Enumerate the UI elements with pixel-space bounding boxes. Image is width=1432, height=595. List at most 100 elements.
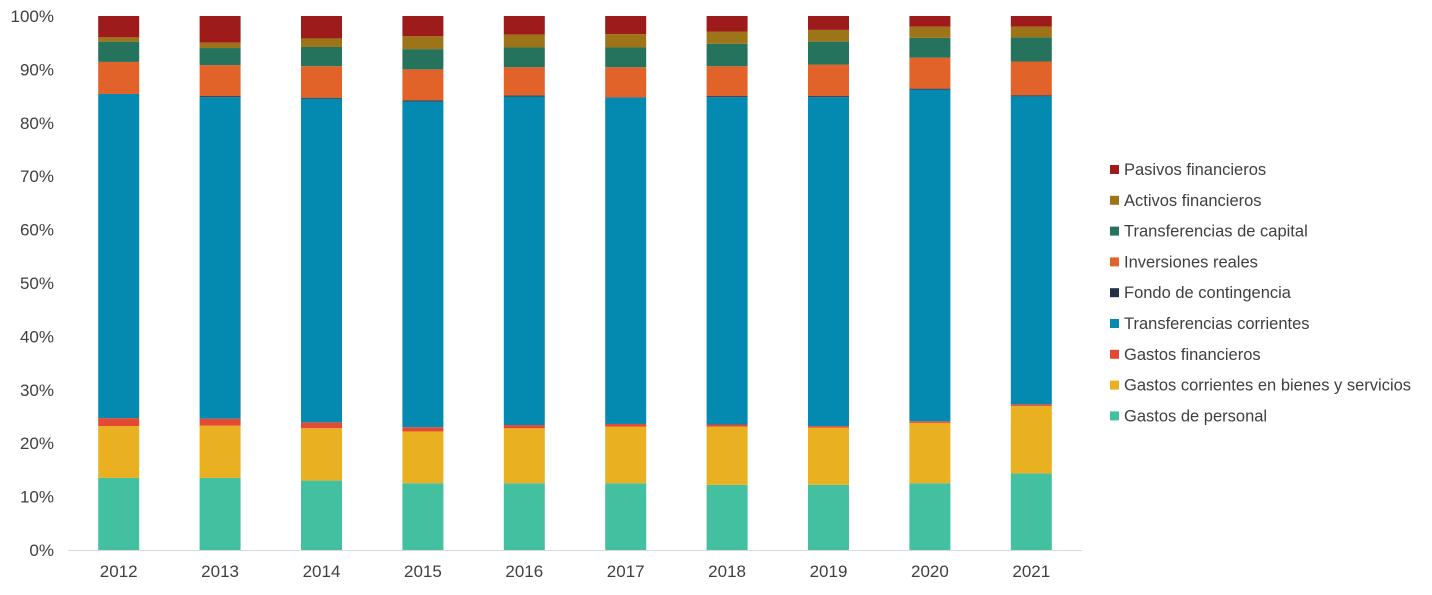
bar-segment-2012-0	[98, 477, 140, 550]
legend-swatch	[1110, 380, 1119, 390]
bar-segment-2019-6	[808, 41, 849, 65]
bar-segment-2015-3	[402, 101, 444, 428]
bar-segment-2014-1	[301, 428, 342, 481]
bar-segment-2021-3	[1010, 96, 1052, 405]
bars-layer	[98, 16, 1052, 550]
bar-segment-2014-4	[301, 97, 342, 99]
bar-segment-2017-1	[605, 426, 647, 484]
bar-segment-2017-5	[605, 67, 647, 98]
bar-segment-2012-5	[98, 61, 140, 94]
legend-label: Pasivos financieros	[1124, 161, 1266, 179]
x-tick-label: 2018	[708, 562, 746, 581]
x-tick-label: 2015	[404, 562, 442, 581]
bar-segment-2020-8	[909, 16, 951, 27]
bar-segment-2020-6	[909, 37, 951, 58]
x-tick-label: 2020	[911, 562, 949, 581]
bar-segment-2020-1	[909, 422, 951, 484]
bar-stack-2018	[706, 16, 748, 550]
bar-segment-2013-1	[199, 425, 241, 478]
legend-swatch	[1110, 349, 1119, 359]
legend-swatch	[1110, 319, 1119, 328]
legend-label: Fondo de contingencia	[1124, 284, 1292, 302]
bar-segment-2015-4	[402, 100, 444, 102]
bar-segment-2013-4	[199, 96, 241, 98]
bar-segment-2012-3	[98, 93, 140, 419]
bar-segment-2017-3	[605, 97, 647, 424]
bar-segment-2015-2	[402, 427, 444, 432]
bar-segment-2014-3	[301, 98, 342, 423]
bar-stack-2012	[98, 16, 140, 550]
bar-segment-2021-5	[1010, 61, 1052, 96]
bar-segment-2012-6	[98, 41, 140, 62]
bar-segment-2013-5	[199, 65, 241, 97]
bar-segment-2021-1	[1010, 405, 1052, 474]
bar-segment-2019-1	[808, 427, 849, 485]
legend-item: Gastos corrientes en bienes y servicios	[1110, 377, 1411, 395]
bar-segment-2021-6	[1010, 37, 1052, 62]
bar-segment-2012-7	[98, 37, 140, 42]
x-tick-label: 2021	[1012, 562, 1050, 581]
legend-swatch	[1110, 165, 1119, 174]
bar-segment-2013-2	[199, 418, 241, 426]
bar-segment-2018-7	[706, 31, 748, 44]
y-tick-label: 30%	[20, 381, 54, 400]
bar-segment-2012-2	[98, 418, 140, 427]
bar-segment-2018-2	[706, 424, 748, 427]
bar-segment-2013-8	[199, 16, 241, 43]
axes-layer: 2012 2013 2014 2015 2016 2017 2018 2019 2020 2021…	[11, 7, 1082, 581]
bar-segment-2020-5	[909, 57, 951, 89]
bar-segment-2016-1	[503, 428, 545, 484]
legend-item: Gastos financieros	[1110, 346, 1261, 364]
legend-swatch	[1110, 288, 1119, 298]
bar-segment-2012-8	[98, 16, 140, 38]
legend-swatch	[1110, 226, 1119, 236]
bar-segment-2017-0	[605, 483, 647, 550]
bar-segment-2021-8	[1010, 16, 1052, 27]
y-tick-label: 40%	[20, 327, 54, 346]
bar-segment-2018-1	[706, 426, 748, 485]
bar-segment-2014-2	[301, 422, 342, 429]
bar-segment-2021-0	[1010, 473, 1052, 550]
bar-stack-2020	[909, 16, 951, 550]
bar-stack-2016	[503, 16, 545, 550]
bar-segment-2021-4	[1010, 95, 1052, 97]
bar-segment-2016-8	[503, 16, 545, 35]
bar-segment-2021-7	[1010, 26, 1052, 38]
bar-segment-2013-7	[199, 42, 241, 49]
bar-segment-2014-0	[301, 480, 342, 550]
bar-segment-2018-5	[706, 66, 748, 97]
bar-segment-2019-4	[808, 96, 849, 98]
bar-segment-2015-7	[402, 36, 444, 50]
bar-segment-2018-4	[706, 96, 748, 98]
bar-segment-2017-7	[605, 34, 647, 48]
bar-segment-2018-3	[706, 97, 748, 425]
bar-segment-2019-5	[808, 64, 849, 97]
bar-segment-2017-8	[605, 16, 647, 35]
bar-segment-2016-7	[503, 34, 545, 48]
legend-item: Pasivos financieros	[1110, 161, 1266, 179]
bar-segment-2016-0	[503, 483, 545, 550]
y-tick-label: 100%	[11, 7, 54, 26]
bar-segment-2019-7	[808, 29, 849, 42]
bar-segment-2018-6	[706, 43, 748, 67]
legend-label: Transferencias de capital	[1124, 223, 1308, 241]
bar-segment-2015-6	[402, 49, 444, 70]
legend-swatch	[1110, 195, 1119, 205]
y-tick-label: 80%	[20, 114, 54, 133]
bar-segment-2013-0	[199, 477, 241, 550]
bar-stack-2014	[301, 16, 342, 550]
legend-item: Fondo de contingencia	[1110, 284, 1292, 302]
bar-segment-2016-5	[503, 67, 545, 96]
x-tick-label: 2017	[607, 562, 645, 581]
legend-swatch	[1110, 257, 1119, 267]
x-tick-label: 2014	[303, 562, 341, 581]
bar-segment-2020-3	[909, 89, 951, 422]
bar-segment-2014-8	[301, 16, 342, 39]
bar-segment-2019-2	[808, 426, 849, 428]
bar-segment-2013-6	[199, 48, 241, 66]
x-tick-label: 2012	[100, 562, 138, 581]
y-tick-label: 90%	[20, 60, 54, 79]
y-tick-label: 20%	[20, 434, 54, 453]
legend-label: Inversiones reales	[1124, 253, 1258, 271]
